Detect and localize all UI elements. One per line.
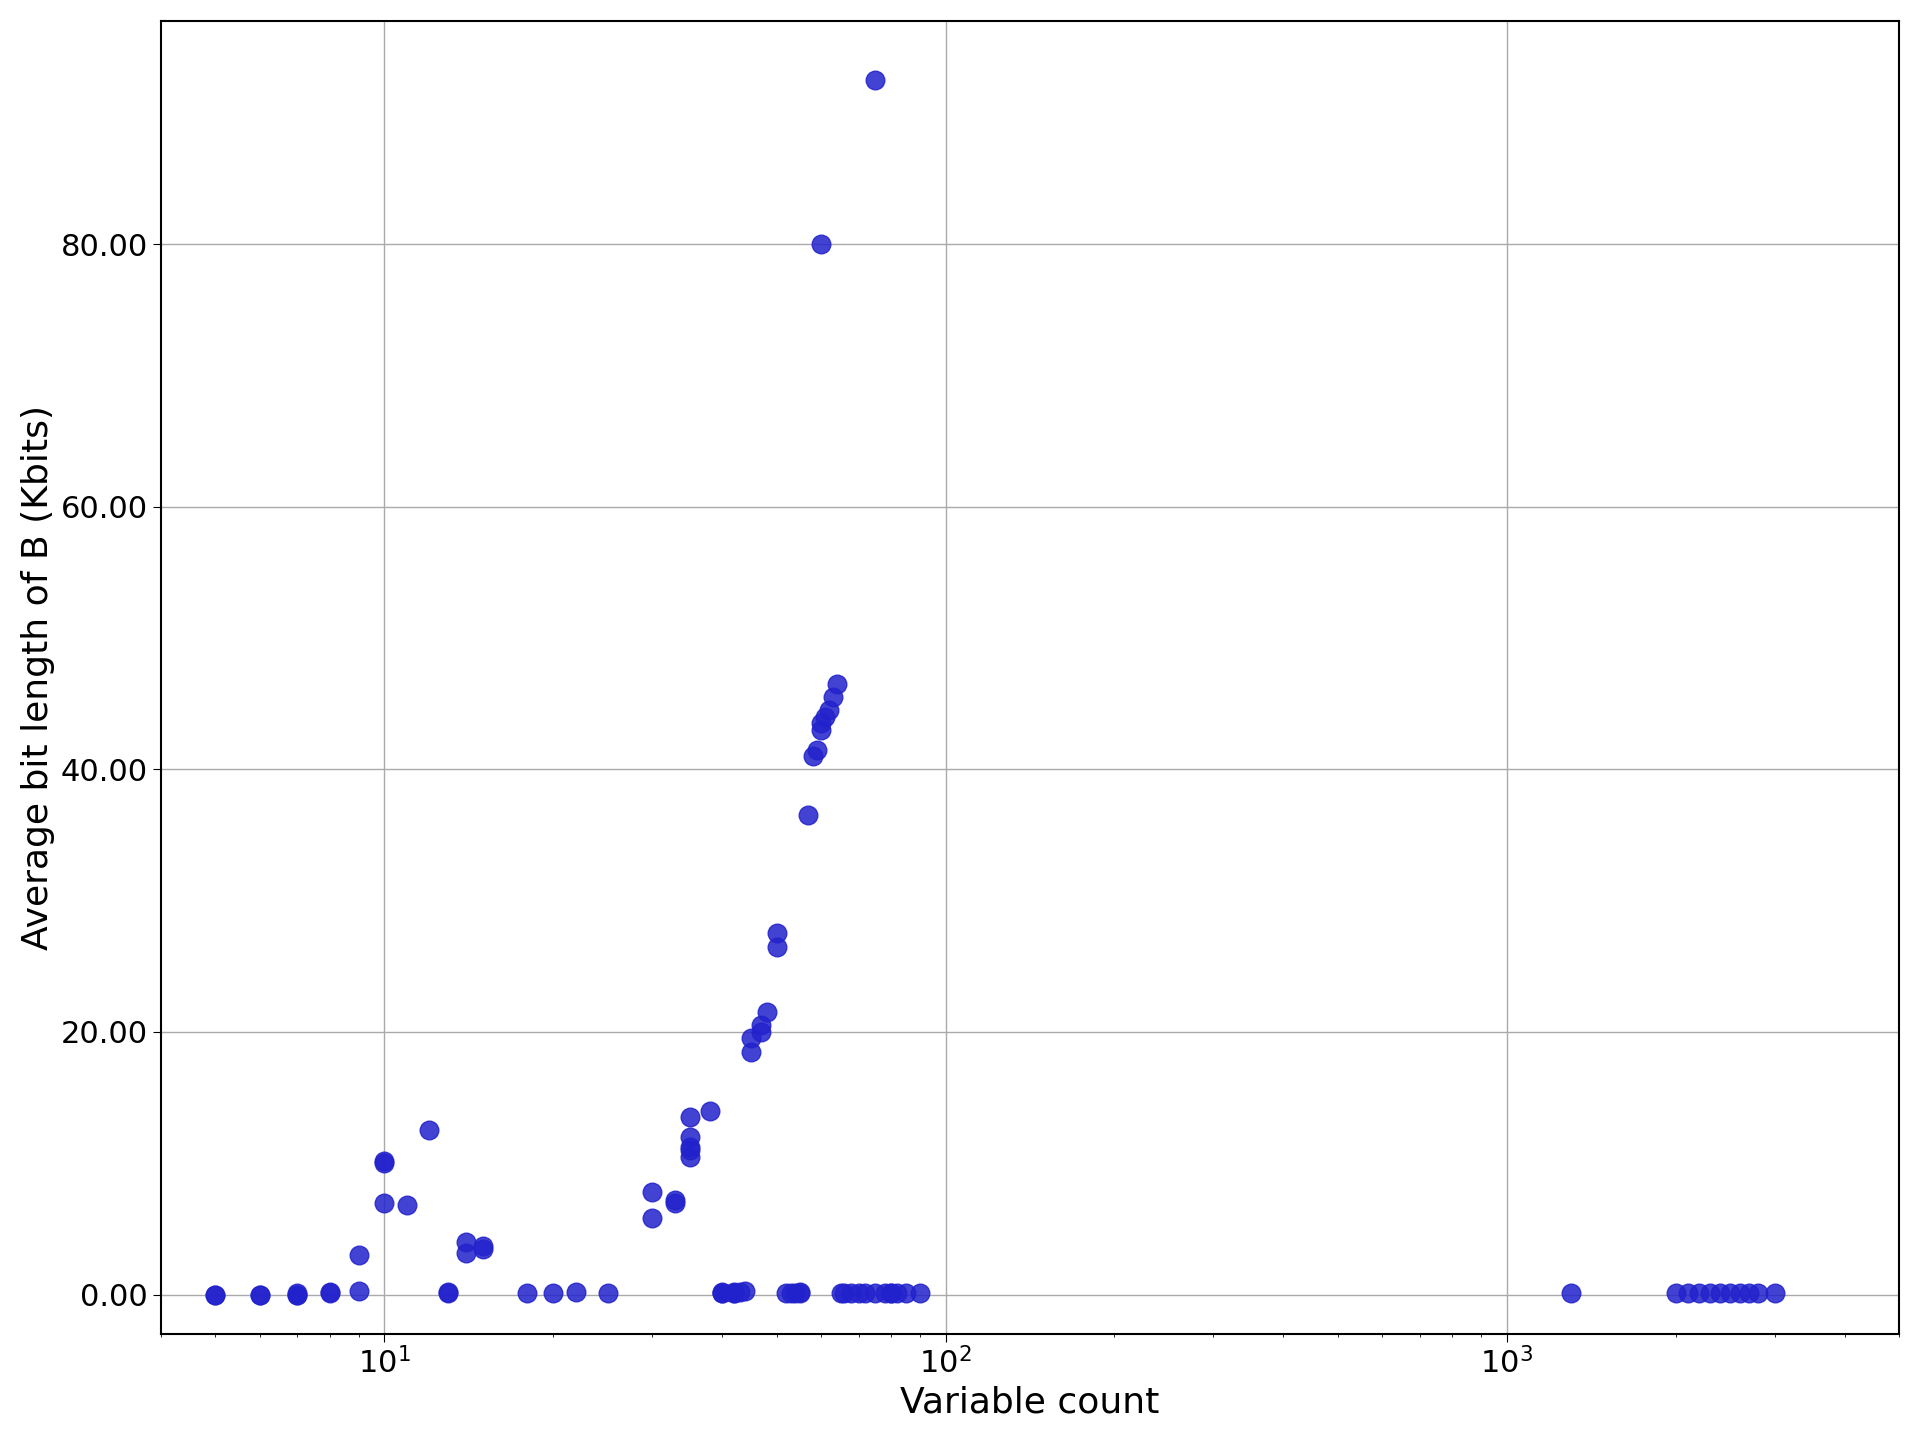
Point: [770, 1282, 801, 1305]
Point: [660, 1191, 691, 1214]
Point: [392, 1194, 422, 1217]
Point: [1759, 1282, 1789, 1305]
Point: [244, 1283, 275, 1306]
Point: [1705, 1282, 1736, 1305]
Point: [695, 1099, 726, 1122]
Point: [707, 1282, 737, 1305]
Point: [513, 1282, 543, 1305]
Point: [707, 1280, 737, 1303]
Point: [1661, 1282, 1692, 1305]
Point: [735, 1027, 766, 1050]
Point: [806, 711, 837, 734]
Point: [244, 1283, 275, 1306]
Point: [468, 1234, 499, 1257]
Point: [344, 1244, 374, 1267]
Point: [801, 739, 831, 762]
Point: [818, 685, 849, 708]
Point: [1695, 1282, 1726, 1305]
Point: [780, 1282, 810, 1305]
Point: [1715, 1282, 1745, 1305]
Point: [1672, 1282, 1703, 1305]
Point: [1734, 1282, 1764, 1305]
Point: [1743, 1282, 1774, 1305]
Point: [282, 1283, 313, 1306]
Point: [806, 232, 837, 255]
Point: [806, 719, 837, 742]
Point: [751, 1001, 781, 1024]
Point: [637, 1181, 668, 1204]
Point: [724, 1280, 755, 1303]
Point: [881, 1282, 912, 1305]
Point: [674, 1106, 705, 1129]
Point: [369, 1149, 399, 1172]
Point: [707, 1282, 737, 1305]
Point: [876, 1282, 906, 1305]
Point: [730, 1280, 760, 1303]
Point: [432, 1280, 463, 1303]
Point: [843, 1282, 874, 1305]
Point: [1724, 1282, 1755, 1305]
Point: [561, 1280, 591, 1303]
Point: [200, 1283, 230, 1306]
Point: [718, 1282, 749, 1305]
Point: [674, 1126, 705, 1149]
X-axis label: Variable count: Variable count: [900, 1385, 1160, 1420]
Point: [451, 1231, 482, 1254]
Point: [432, 1282, 463, 1305]
Point: [735, 1040, 766, 1063]
Point: [793, 804, 824, 827]
Point: [468, 1237, 499, 1260]
Point: [282, 1282, 313, 1305]
Point: [674, 1136, 705, 1159]
Point: [747, 1014, 778, 1037]
Point: [760, 935, 791, 958]
Point: [829, 1282, 860, 1305]
Point: [315, 1282, 346, 1305]
Point: [810, 706, 841, 729]
Point: [776, 1282, 806, 1305]
Point: [814, 698, 845, 721]
Point: [718, 1280, 749, 1303]
Point: [904, 1282, 935, 1305]
Point: [891, 1282, 922, 1305]
Point: [835, 1282, 866, 1305]
Point: [1684, 1282, 1715, 1305]
Point: [860, 1282, 891, 1305]
Point: [538, 1282, 568, 1305]
Point: [797, 744, 828, 768]
Point: [851, 1282, 881, 1305]
Point: [860, 69, 891, 92]
Point: [674, 1145, 705, 1168]
Point: [826, 1282, 856, 1305]
Point: [413, 1119, 444, 1142]
Point: [674, 1139, 705, 1162]
Y-axis label: Average bit length of B (Kbits): Average bit length of B (Kbits): [21, 405, 56, 950]
Point: [876, 1282, 906, 1305]
Point: [344, 1280, 374, 1303]
Point: [369, 1191, 399, 1214]
Point: [1555, 1282, 1586, 1305]
Point: [315, 1280, 346, 1303]
Point: [822, 672, 852, 696]
Point: [637, 1207, 668, 1230]
Point: [282, 1283, 313, 1306]
Point: [369, 1152, 399, 1175]
Point: [870, 1282, 900, 1305]
Point: [451, 1241, 482, 1264]
Point: [760, 922, 791, 945]
Point: [718, 1282, 749, 1305]
Point: [660, 1188, 691, 1211]
Point: [200, 1283, 230, 1306]
Point: [785, 1282, 816, 1305]
Point: [785, 1280, 816, 1303]
Point: [591, 1282, 622, 1305]
Point: [747, 1021, 778, 1044]
